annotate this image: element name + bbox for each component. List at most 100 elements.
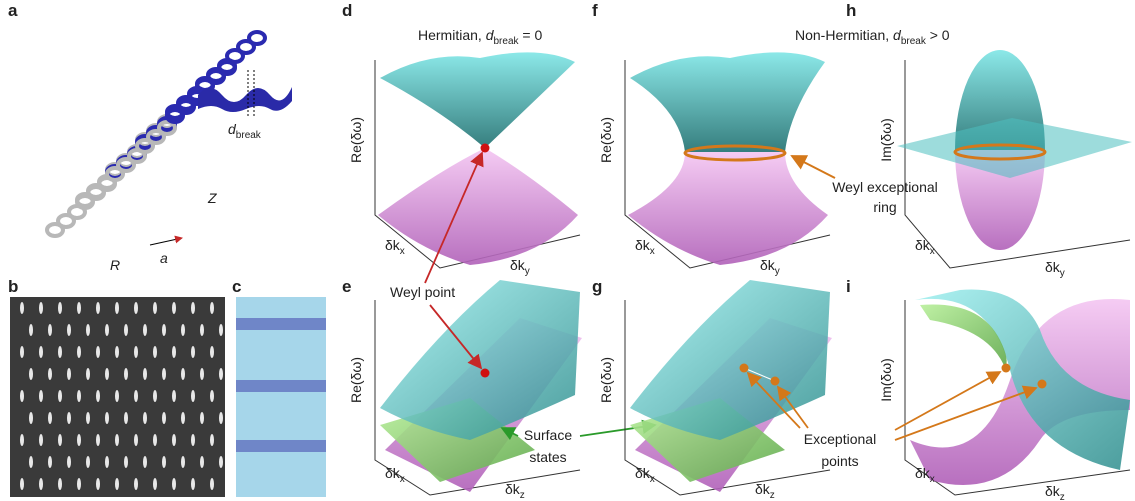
pillar	[219, 456, 223, 468]
pillar	[77, 434, 81, 446]
title: Non-Hermitian, dbreak > 0	[795, 27, 950, 47]
annotation: ring	[873, 199, 896, 215]
pillar	[58, 478, 62, 490]
pillar	[172, 478, 176, 490]
panel-label: h	[846, 1, 856, 20]
exceptional-point	[771, 377, 780, 386]
panel-label: b	[8, 277, 18, 296]
pillar	[77, 478, 81, 490]
axis-label: Re(δω)	[348, 357, 364, 403]
exceptional-point	[740, 364, 749, 373]
k: δk	[1045, 483, 1061, 499]
pillar	[134, 434, 138, 446]
k: δk	[760, 257, 776, 273]
annotation: states	[529, 449, 566, 465]
pillar	[162, 456, 166, 468]
axis-label: Im(δω)	[878, 358, 894, 402]
pillar	[124, 456, 128, 468]
pillar	[172, 390, 176, 402]
pillar	[134, 478, 138, 490]
k: δk	[915, 465, 931, 481]
arrow	[792, 156, 835, 178]
pillar	[219, 324, 223, 336]
pillar	[143, 368, 147, 380]
pillar	[29, 412, 33, 424]
pillar	[48, 456, 52, 468]
title-sub: break	[493, 36, 519, 47]
pillar	[67, 412, 71, 424]
pillar	[124, 368, 128, 380]
title-text: > 0	[926, 27, 950, 43]
pillar	[29, 456, 33, 468]
axis-label: Re(δω)	[598, 357, 614, 403]
panel-label: i	[846, 277, 851, 296]
pillar	[48, 324, 52, 336]
panel-label: c	[232, 277, 241, 296]
plane	[897, 118, 1132, 178]
k: δk	[1045, 259, 1061, 275]
pillar	[77, 346, 81, 358]
sub: x	[650, 246, 655, 257]
axis-label: δkx	[385, 465, 405, 485]
exceptional-point	[1002, 364, 1011, 373]
pillar	[115, 478, 119, 490]
pillar	[67, 324, 71, 336]
pillar	[210, 478, 214, 490]
pillar	[124, 324, 128, 336]
pillar	[39, 434, 43, 446]
pillar	[77, 390, 81, 402]
sub: y	[1060, 268, 1065, 279]
pillar	[29, 324, 33, 336]
k: δk	[755, 481, 771, 497]
title-text: Hermitian,	[418, 27, 486, 43]
axis-label: δky	[1045, 259, 1065, 279]
sub: x	[650, 474, 655, 485]
pillar	[191, 478, 195, 490]
title: Hermitian, dbreak = 0	[418, 27, 542, 47]
axis-label: δkx	[635, 465, 655, 485]
weyl-point	[481, 369, 490, 378]
arrow	[150, 238, 182, 245]
pillar	[181, 456, 185, 468]
title-text: = 0	[519, 27, 543, 43]
sub: z	[1060, 492, 1065, 501]
pillar	[172, 302, 176, 314]
title-sub: break	[901, 36, 927, 47]
pillar	[143, 324, 147, 336]
pillar	[96, 302, 100, 314]
pillar	[48, 368, 52, 380]
helix-strip	[198, 87, 292, 112]
axis-label: δkz	[755, 481, 775, 501]
k: δk	[385, 237, 401, 253]
axis-label: Im(δω)	[878, 118, 894, 162]
sub: z	[770, 490, 775, 501]
pillar	[210, 302, 214, 314]
pillar	[105, 456, 109, 468]
pillar	[191, 434, 195, 446]
pillar	[153, 478, 157, 490]
pillar	[210, 434, 214, 446]
axis-label: δky	[510, 257, 530, 277]
axis-label: δkx	[915, 237, 935, 257]
pillar	[96, 346, 100, 358]
helix-turn	[249, 32, 265, 44]
annotation: Weyl point	[390, 284, 455, 300]
pillar	[134, 390, 138, 402]
k: δk	[385, 465, 401, 481]
pillar	[96, 478, 100, 490]
r-label: R	[110, 257, 120, 273]
pillar	[58, 390, 62, 402]
panel-label: e	[342, 277, 351, 296]
lower-band	[628, 152, 828, 265]
exceptional-point	[1038, 380, 1047, 389]
pillar	[67, 368, 71, 380]
k: δk	[510, 257, 526, 273]
pillar	[29, 368, 33, 380]
pillar	[58, 302, 62, 314]
axis-label: δkx	[385, 237, 405, 257]
pillar	[210, 346, 214, 358]
sub: x	[930, 246, 935, 257]
axis-label: δky	[760, 257, 780, 277]
pillar	[210, 390, 214, 402]
pillar	[191, 302, 195, 314]
